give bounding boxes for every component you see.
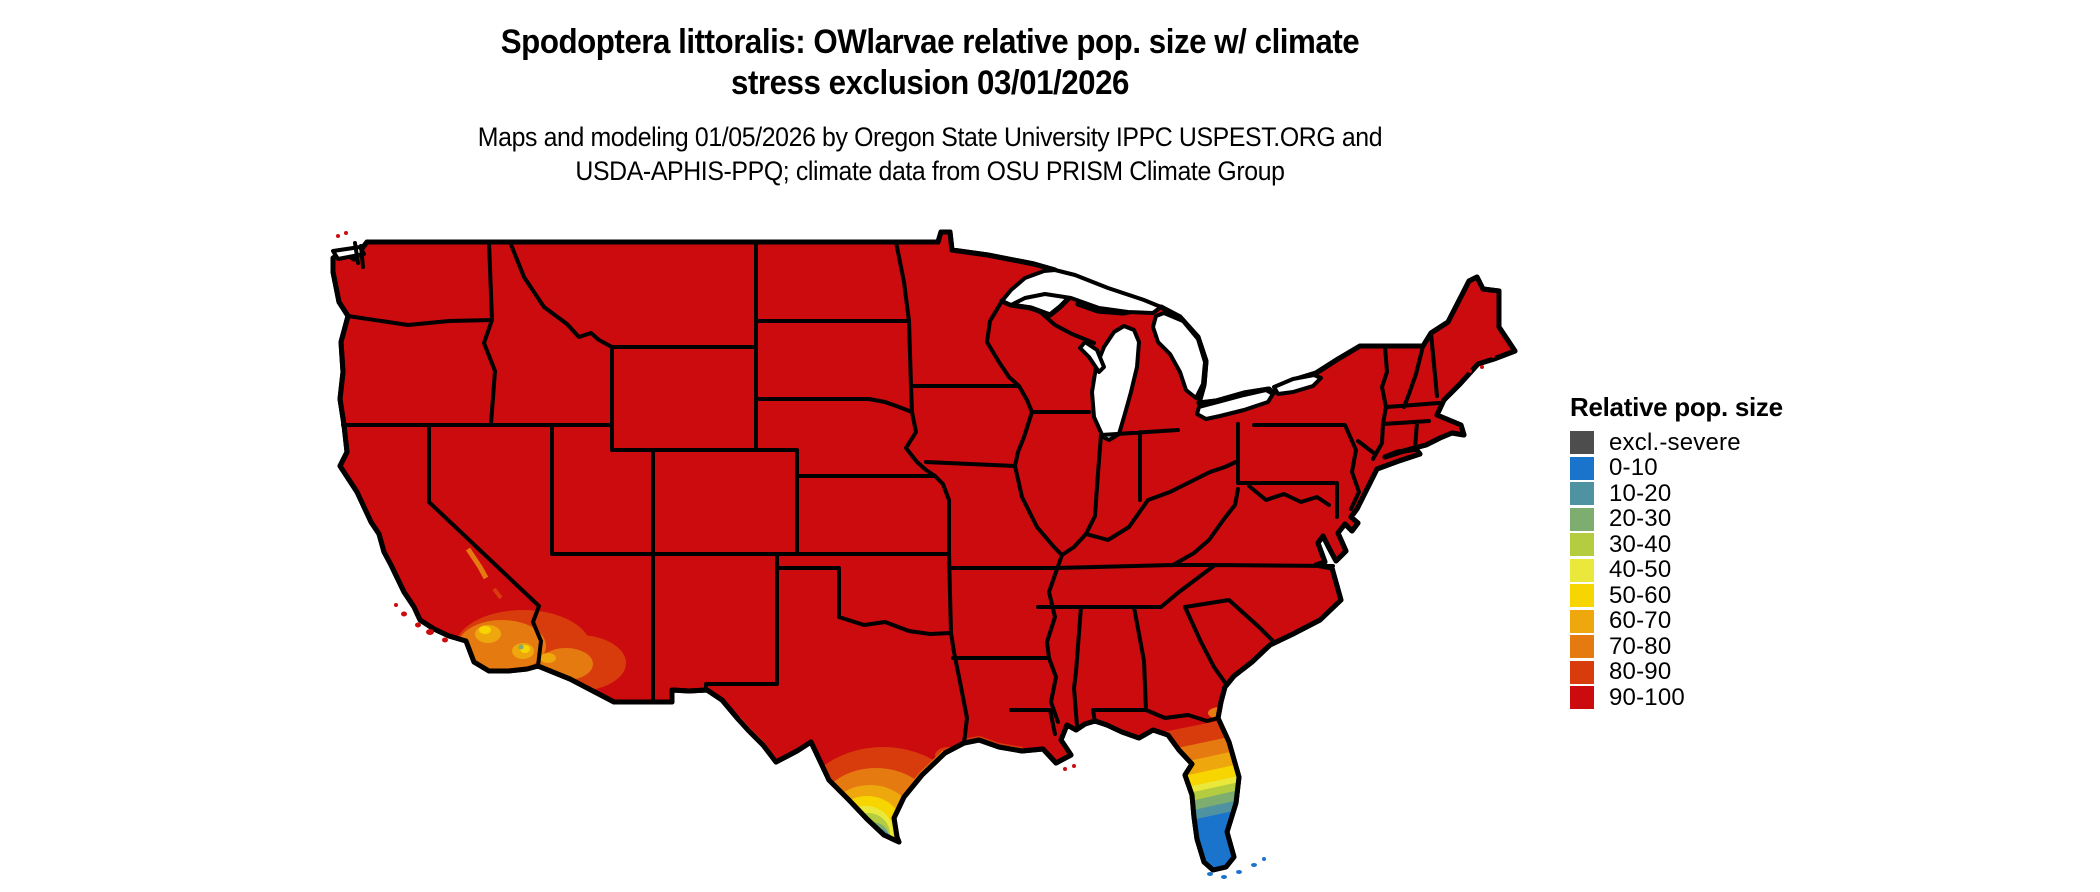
legend-item-10-20: 10-20 <box>1570 479 1870 507</box>
legend-swatch <box>1570 431 1594 455</box>
legend-swatch <box>1570 584 1594 608</box>
us-map <box>308 221 1538 879</box>
legend-swatch <box>1570 558 1594 582</box>
map-subtitle-line2: USDA-APHIS-PPQ; climate data from OSU PR… <box>575 156 1285 186</box>
legend-item-60-70: 60-70 <box>1570 607 1870 635</box>
legend-label: 20-30 <box>1609 505 1672 533</box>
legend-item-80-90: 80-90 <box>1570 658 1870 686</box>
legend-title: Relative pop. size <box>1570 392 1783 422</box>
washington-coast-islets <box>336 231 348 238</box>
legend-swatch <box>1570 660 1594 684</box>
great-lakes <box>331 245 1323 442</box>
islands <box>336 231 1495 879</box>
green-bay <box>1078 340 1106 374</box>
legend-label: 70-80 <box>1609 632 1672 660</box>
map-subtitle-line1: Maps and modeling 01/05/2026 by Oregon S… <box>477 122 1383 152</box>
legend-item-70-80: 70-80 <box>1570 632 1870 660</box>
legend-label: 50-60 <box>1609 581 1672 609</box>
map-title-line1: Spodoptera littoralis: OWlarvae relative… <box>500 23 1360 61</box>
map-title: Spodoptera littoralis: OWlarvae relative… <box>378 22 1482 104</box>
legend-swatch <box>1570 533 1594 557</box>
legend-label: 10-20 <box>1609 479 1672 507</box>
legend: Relative pop. size excl.-severe 0-10 10-… <box>1570 392 1870 711</box>
legend-label: excl.-severe <box>1609 428 1741 456</box>
legend-item-0-10: 0-10 <box>1570 454 1870 482</box>
legend-label: 90-100 <box>1609 683 1685 711</box>
legend-swatch <box>1570 635 1594 659</box>
legend-swatch <box>1570 456 1594 480</box>
legend-label: 0-10 <box>1609 454 1658 482</box>
louisiana-delta-islets <box>1063 764 1076 771</box>
legend-swatch <box>1570 507 1594 531</box>
legend-item-30-40: 30-40 <box>1570 530 1870 558</box>
maine-coast-islets <box>1456 354 1495 373</box>
map-subtitle: Maps and modeling 01/05/2026 by Oregon S… <box>378 120 1482 188</box>
legend-item-90-100: 90-100 <box>1570 683 1870 711</box>
legend-item-excl-severe: excl.-severe <box>1570 428 1870 456</box>
florida-keys <box>1207 857 1266 879</box>
map-title-line2: stress exclusion 03/01/2026 <box>731 64 1129 102</box>
lake-huron <box>1151 311 1207 400</box>
us-map-container <box>308 221 1538 881</box>
legend-label: 80-90 <box>1609 658 1672 686</box>
legend-label: 40-50 <box>1609 556 1672 584</box>
hotspot-socal-arizona <box>455 547 626 691</box>
legend-swatch <box>1570 609 1594 633</box>
legend-item-40-50: 40-50 <box>1570 556 1870 584</box>
legend-item-50-60: 50-60 <box>1570 581 1870 609</box>
legend-label: 30-40 <box>1609 530 1672 558</box>
legend-swatch <box>1570 482 1594 506</box>
lake-michigan <box>1090 324 1141 442</box>
legend-item-20-30: 20-30 <box>1570 505 1870 533</box>
state-borders <box>341 240 1441 745</box>
channel-islands <box>394 603 448 643</box>
lake-erie <box>1195 388 1275 421</box>
legend-label: 60-70 <box>1609 607 1672 635</box>
lake-ontario <box>1272 373 1323 396</box>
legend-swatch <box>1570 686 1594 710</box>
lake-superior <box>1000 268 1163 315</box>
